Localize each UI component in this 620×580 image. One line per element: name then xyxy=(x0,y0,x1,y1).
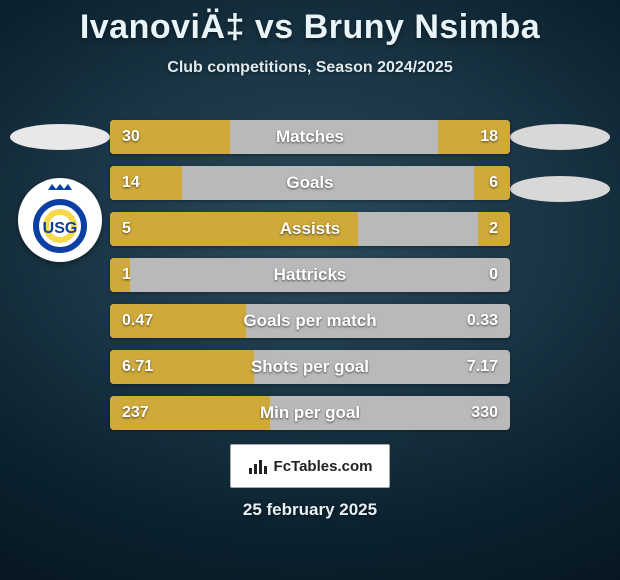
page-title: IvanoviÄ‡ vs Bruny Nsimba xyxy=(0,0,620,47)
stat-value-left: 0.47 xyxy=(122,304,153,338)
chart-bars-icon xyxy=(248,456,268,476)
brand-text: FcTables.com xyxy=(274,458,373,475)
stat-row: 6.71 7.17 Shots per goal xyxy=(110,350,510,384)
stat-value-right: 6 xyxy=(489,166,498,200)
stat-row: 14 6 Goals xyxy=(110,166,510,200)
stat-label: Assists xyxy=(280,212,340,246)
stat-label: Shots per goal xyxy=(251,350,369,384)
stat-value-right: 18 xyxy=(480,120,498,154)
stat-row: 237 330 Min per goal xyxy=(110,396,510,430)
stat-value-left: 5 xyxy=(122,212,131,246)
stat-row: 30 18 Matches xyxy=(110,120,510,154)
stat-value-right: 330 xyxy=(471,396,498,430)
stat-value-left: 6.71 xyxy=(122,350,153,384)
stat-label: Matches xyxy=(276,120,344,154)
stat-label: Min per goal xyxy=(260,396,360,430)
svg-text:USG: USG xyxy=(43,220,78,237)
stat-fill-right xyxy=(438,120,510,154)
stat-value-right: 2 xyxy=(489,212,498,246)
stat-label: Goals xyxy=(286,166,333,200)
player-right-photo-placeholder xyxy=(510,124,610,150)
stat-label: Hattricks xyxy=(274,258,347,292)
stat-row: 0.47 0.33 Goals per match xyxy=(110,304,510,338)
stat-fill-left xyxy=(110,166,182,200)
comparison-card: IvanoviÄ‡ vs Bruny Nsimba Club competiti… xyxy=(0,0,620,580)
club-left-badge: USG xyxy=(18,178,102,262)
club-right-badge-placeholder xyxy=(510,176,610,202)
page-subtitle: Club competitions, Season 2024/2025 xyxy=(0,59,620,77)
stat-row: 5 2 Assists xyxy=(110,212,510,246)
stat-value-right: 0 xyxy=(489,258,498,292)
footer-date: 25 february 2025 xyxy=(0,500,620,520)
union-sg-crest-icon: USG xyxy=(18,178,102,262)
stat-value-right: 7.17 xyxy=(467,350,498,384)
stat-value-right: 0.33 xyxy=(467,304,498,338)
brand-badge[interactable]: FcTables.com xyxy=(230,444,390,488)
player-left-photo-placeholder xyxy=(10,124,110,150)
stat-value-left: 14 xyxy=(122,166,140,200)
stat-bars: 30 18 Matches 14 6 Goals 5 2 Assists 1 0 Hattricks 0… xyxy=(110,120,510,442)
stat-label: Goals per match xyxy=(243,304,376,338)
stat-row: 1 0 Hattricks xyxy=(110,258,510,292)
stat-value-left: 1 xyxy=(122,258,131,292)
stat-value-left: 237 xyxy=(122,396,149,430)
stat-value-left: 30 xyxy=(122,120,140,154)
